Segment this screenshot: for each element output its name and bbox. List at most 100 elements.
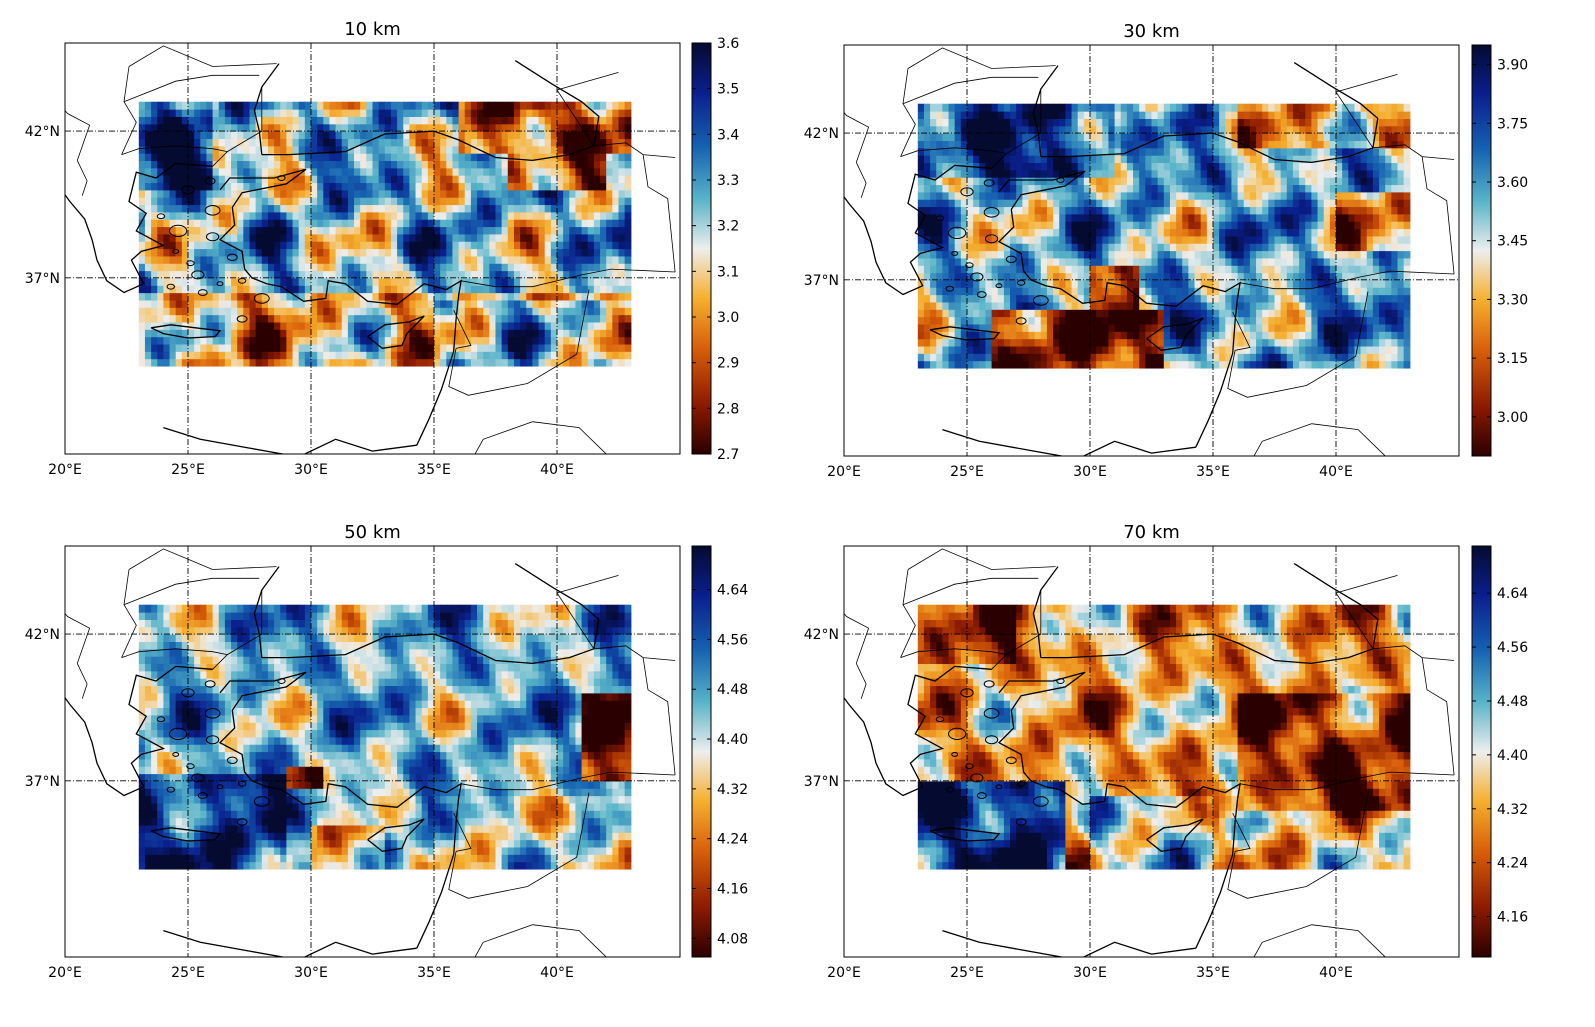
heatmap-cell xyxy=(600,337,607,345)
heatmap-cell xyxy=(1188,206,1195,214)
heatmap-cell xyxy=(1059,353,1066,361)
heatmap-cell xyxy=(360,175,367,183)
heatmap-cell xyxy=(391,168,398,176)
heatmap-cell xyxy=(526,337,533,345)
heatmap-cell xyxy=(348,175,355,183)
heatmap-cell xyxy=(311,160,318,168)
heatmap-cell xyxy=(1158,302,1165,310)
heatmap-cell xyxy=(508,102,515,110)
heatmap-cell xyxy=(231,160,238,168)
heatmap-cell xyxy=(532,256,539,264)
heatmap-cell xyxy=(1152,206,1159,214)
heatmap-cell xyxy=(1225,221,1232,229)
heatmap-cell xyxy=(625,271,632,279)
heatmap-cell xyxy=(1133,309,1140,317)
heatmap-cell xyxy=(930,221,937,229)
heatmap-cell xyxy=(1108,140,1115,148)
heatmap-cell xyxy=(157,249,164,257)
heatmap-cell xyxy=(293,182,300,190)
heatmap-cell xyxy=(1145,104,1152,112)
heatmap-cell xyxy=(520,293,527,301)
heatmap-cell xyxy=(594,226,601,234)
heatmap-cell xyxy=(176,285,183,293)
heatmap-cell xyxy=(1102,111,1109,119)
heatmap-cell xyxy=(1127,214,1134,222)
heatmap-cell xyxy=(508,168,515,176)
heatmap-cell xyxy=(397,102,404,110)
heatmap-cell xyxy=(1250,155,1257,163)
heatmap-cell xyxy=(1115,309,1122,317)
heatmap-cell xyxy=(1102,353,1109,361)
heatmap-cell xyxy=(496,351,503,359)
heatmap-cell xyxy=(286,226,293,234)
heatmap-cell xyxy=(1195,251,1202,259)
heatmap-cell xyxy=(1238,273,1245,281)
heatmap-cell xyxy=(366,160,373,168)
heatmap-cell xyxy=(366,351,373,359)
heatmap-cell xyxy=(1072,361,1079,369)
heatmap-cell xyxy=(1145,273,1152,281)
heatmap-cell xyxy=(508,344,515,352)
heatmap-cell xyxy=(508,300,515,308)
heatmap-cell xyxy=(1176,148,1183,156)
heatmap-cell xyxy=(274,109,281,117)
heatmap-cell xyxy=(409,138,416,146)
heatmap-cell xyxy=(446,102,453,110)
heatmap-cell xyxy=(440,138,447,146)
heatmap-cell xyxy=(557,322,564,330)
heatmap-cell xyxy=(924,206,931,214)
heatmap-cell xyxy=(1108,243,1115,251)
heatmap-cell xyxy=(606,285,613,293)
heatmap-cell xyxy=(1195,302,1202,310)
heatmap-cell xyxy=(452,256,459,264)
heatmap-cell xyxy=(1004,317,1011,325)
heatmap-cell xyxy=(936,192,943,200)
heatmap-cell xyxy=(286,329,293,337)
heatmap-cell xyxy=(299,190,306,198)
heatmap-cell xyxy=(563,307,570,315)
heatmap-cell xyxy=(1164,258,1171,266)
heatmap-cell xyxy=(1195,199,1202,207)
heatmap-cell xyxy=(1115,353,1122,361)
heatmap-cell xyxy=(1016,148,1023,156)
heatmap-cell xyxy=(1047,331,1054,339)
heatmap-cell xyxy=(373,160,380,168)
heatmap-cell xyxy=(508,359,515,367)
heatmap-cell xyxy=(1053,353,1060,361)
heatmap-cell xyxy=(936,140,943,148)
heatmap-cell xyxy=(397,138,404,146)
heatmap-cell xyxy=(206,249,213,257)
heatmap-cell xyxy=(508,337,515,345)
heatmap-cell xyxy=(1158,170,1165,178)
heatmap-cell xyxy=(286,278,293,286)
heatmap-cell xyxy=(286,271,293,279)
heatmap-cell xyxy=(459,351,466,359)
heatmap-cell xyxy=(145,102,152,110)
heatmap-cell xyxy=(385,168,392,176)
heatmap-cell xyxy=(459,124,466,132)
heatmap-cell xyxy=(1102,214,1109,222)
heatmap-cell xyxy=(440,219,447,227)
heatmap-cell xyxy=(545,315,552,323)
heatmap-cell xyxy=(477,351,484,359)
heatmap-cell xyxy=(348,241,355,249)
heatmap-cell xyxy=(373,102,380,110)
heatmap-cell xyxy=(967,228,974,236)
heatmap-cell xyxy=(176,256,183,264)
heatmap-cell xyxy=(360,278,367,286)
heatmap-cell xyxy=(514,241,521,249)
heatmap-cell xyxy=(973,104,980,112)
heatmap-cell xyxy=(502,234,509,242)
heatmap-cell xyxy=(483,293,490,301)
heatmap-cell xyxy=(250,160,257,168)
heatmap-cell xyxy=(979,126,986,134)
heatmap-cell xyxy=(329,256,336,264)
heatmap-cell xyxy=(452,146,459,154)
heatmap-cell xyxy=(1016,346,1023,354)
heatmap-cell xyxy=(606,219,613,227)
heatmap-cell xyxy=(170,256,177,264)
heatmap-cell xyxy=(354,175,361,183)
heatmap-cell xyxy=(440,293,447,301)
heatmap-cell xyxy=(1102,118,1109,126)
heatmap-cell xyxy=(194,234,201,242)
